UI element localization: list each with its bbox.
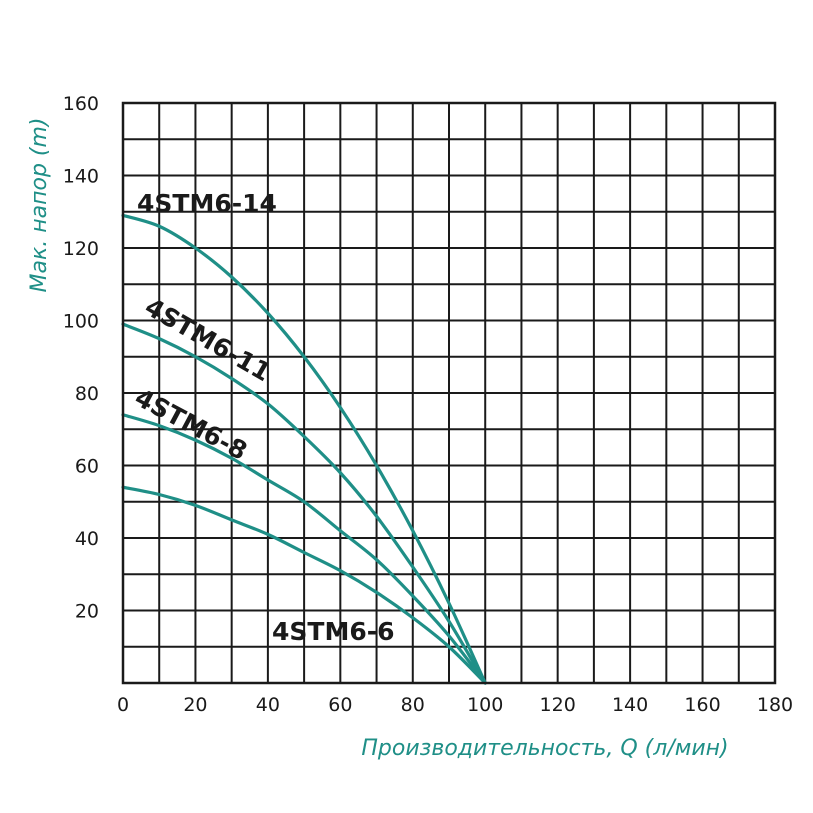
series-label-4stm6-14: 4STM6-14 bbox=[137, 189, 277, 218]
series-line-4stm6-14 bbox=[121, 213, 487, 685]
x-tick-label: 120 bbox=[540, 694, 576, 716]
x-axis-title: Производительность, Q (л/мин) bbox=[361, 736, 728, 761]
x-tick-label: 80 bbox=[401, 694, 425, 716]
x-tick-label: 60 bbox=[328, 694, 352, 716]
x-tick-label: 20 bbox=[183, 694, 207, 716]
y-tick-label: 60 bbox=[75, 456, 99, 478]
series-lines bbox=[121, 213, 487, 685]
y-tick-labels: 20 40 60 80 100 120 140 160 bbox=[63, 93, 99, 623]
y-tick-label: 120 bbox=[63, 238, 99, 260]
y-tick-label: 160 bbox=[63, 93, 99, 115]
x-tick-label: 0 bbox=[117, 694, 129, 716]
y-tick-label: 80 bbox=[75, 383, 99, 405]
series-line-4stm6-11 bbox=[121, 322, 487, 685]
series-line-4stm6-6 bbox=[121, 485, 487, 685]
y-tick-label: 100 bbox=[63, 311, 99, 333]
series-line-4stm6-8 bbox=[121, 413, 487, 685]
y-tick-label: 20 bbox=[75, 601, 99, 623]
series-label-4stm6-6: 4STM6-6 bbox=[272, 617, 395, 646]
x-tick-label: 100 bbox=[467, 694, 503, 716]
series-label-4stm6-8: 4STM6-8 bbox=[130, 383, 252, 466]
y-tick-label: 40 bbox=[75, 528, 99, 550]
y-tick-label: 140 bbox=[63, 166, 99, 188]
x-tick-label: 40 bbox=[256, 694, 280, 716]
x-tick-label: 160 bbox=[684, 694, 720, 716]
plot-frame bbox=[121, 101, 777, 685]
y-axis-title: Мак. напор (m) bbox=[27, 117, 52, 292]
x-tick-label: 180 bbox=[757, 694, 793, 716]
x-tick-label: 140 bbox=[612, 694, 648, 716]
x-tick-labels: 0 20 40 60 80 100 120 140 160 180 bbox=[117, 694, 793, 716]
